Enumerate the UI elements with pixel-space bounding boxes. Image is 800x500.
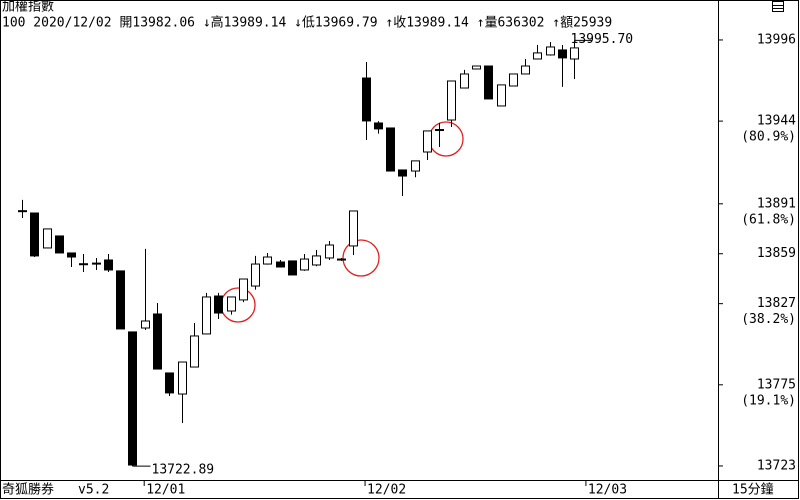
candle-body — [104, 259, 113, 271]
candle-body — [533, 52, 542, 60]
y-tick-label: 13859 — [757, 246, 796, 261]
y-tick-label: 13891 — [757, 196, 796, 211]
candle-body — [214, 295, 223, 314]
candle-body — [497, 84, 506, 107]
candle-body — [349, 210, 358, 247]
candle-body — [447, 80, 456, 121]
candle-body — [362, 77, 371, 122]
candle-body — [92, 262, 101, 265]
candle-body — [141, 320, 150, 329]
version: v5.2 — [78, 483, 109, 498]
candle-body — [509, 73, 518, 87]
y-tick-label: 13827 — [757, 296, 796, 311]
interval: 15分鐘 — [732, 482, 774, 498]
candle-body — [411, 160, 420, 172]
candle-body — [484, 65, 493, 100]
candle-body — [116, 270, 125, 330]
brand: 奇狐勝券 — [2, 482, 54, 498]
candle-body — [570, 47, 579, 60]
candle-body — [325, 244, 334, 259]
candle-body — [55, 235, 64, 254]
candle-body — [423, 130, 432, 153]
candle-body — [239, 278, 248, 301]
candle-body — [398, 169, 407, 177]
candle-body — [153, 313, 162, 370]
candle-body — [128, 331, 137, 466]
candle-body — [202, 296, 211, 335]
candle-body — [276, 261, 285, 268]
candle-body — [460, 73, 469, 89]
candle-body — [546, 46, 555, 56]
candle-body — [312, 255, 321, 266]
y-tick-label: 13944 — [757, 114, 796, 129]
x-tick-label: 12/01 — [146, 483, 185, 498]
candle-body — [30, 212, 39, 257]
fib-label: (19.1%) — [741, 393, 796, 408]
candle-body — [558, 49, 567, 59]
candle-body — [472, 65, 481, 70]
fib-label: (61.8%) — [741, 212, 796, 227]
annotation-label: 13722.89 — [152, 463, 215, 478]
candle-body — [251, 263, 260, 287]
candle-body — [337, 258, 346, 261]
candle-body — [288, 260, 297, 276]
info-line: 100 2020/12/02 開13982.06 ↓高13989.14 ↓低13… — [2, 15, 612, 31]
candle-body — [374, 122, 383, 130]
candle-body — [165, 372, 174, 394]
annotation-label: 13995.70 — [571, 32, 634, 47]
candle-body — [435, 129, 444, 132]
highlight-circle — [342, 239, 380, 277]
candle-body — [67, 252, 76, 258]
candle-body — [386, 127, 395, 172]
candle-body — [79, 263, 88, 266]
candle-body — [263, 256, 272, 265]
y-tick-label: 13996 — [757, 32, 796, 47]
candle-body — [190, 335, 199, 368]
y-tick-label: 13723 — [757, 458, 796, 473]
candle-body — [43, 228, 52, 249]
candle-body — [18, 210, 27, 213]
candle-body — [300, 258, 309, 271]
fib-label: (80.9%) — [741, 130, 796, 145]
x-tick-label: 12/02 — [367, 483, 406, 498]
window-icon[interactable] — [772, 1, 784, 12]
candle-body — [178, 361, 187, 395]
chart-title: 加權指數 — [2, 0, 54, 15]
x-tick-label: 12/03 — [588, 483, 627, 498]
candle-body — [521, 65, 530, 75]
candle-body — [227, 296, 236, 312]
y-tick-label: 13775 — [757, 377, 796, 392]
fib-label: (38.2%) — [741, 312, 796, 327]
